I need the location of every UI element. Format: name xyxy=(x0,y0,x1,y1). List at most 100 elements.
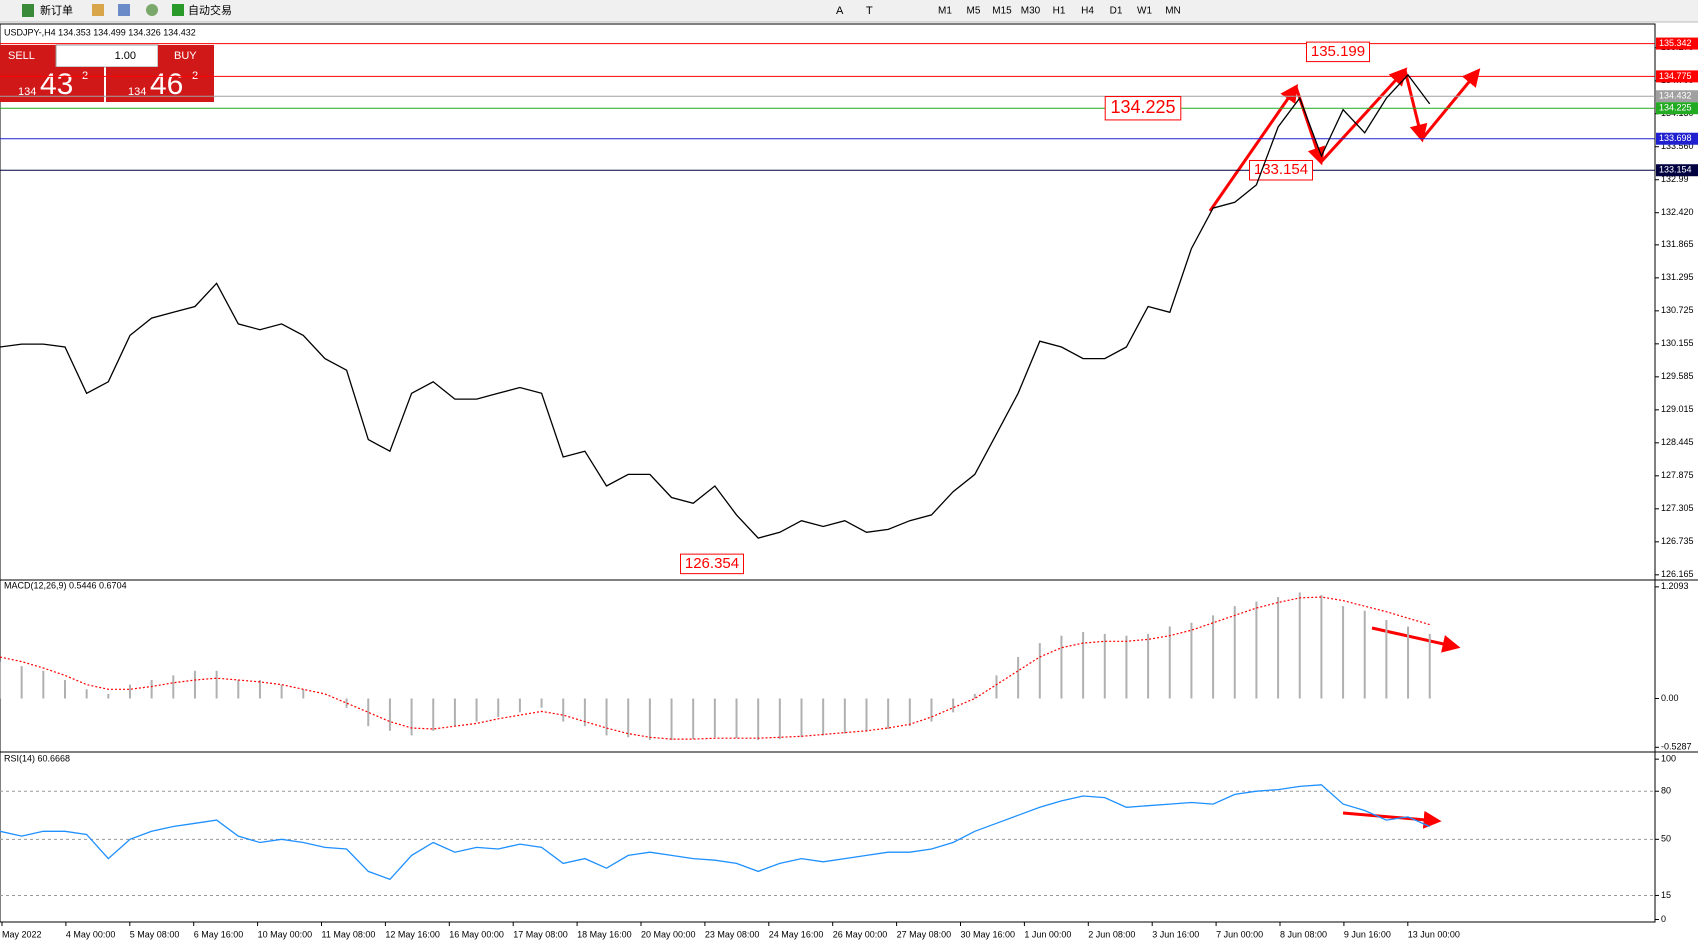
price-level-label: 133.154 xyxy=(1659,165,1692,175)
y-tick-label: 129.015 xyxy=(1661,404,1694,414)
drawn-arrows xyxy=(1208,67,1481,829)
x-tick-label: 9 Jun 16:00 xyxy=(1344,929,1391,939)
y-tick-label: 129.585 xyxy=(1661,371,1694,381)
x-tick-label: May 2022 xyxy=(2,929,42,939)
timeframe-button[interactable]: M15 xyxy=(992,6,1012,17)
y-tick-label: 126.735 xyxy=(1661,536,1694,546)
price-level-tag xyxy=(1656,132,1698,145)
price-level-tag xyxy=(1656,90,1698,103)
x-tick-label: 27 May 08:00 xyxy=(897,929,952,939)
icon[interactable] xyxy=(118,4,130,16)
x-tick-label: 12 May 16:00 xyxy=(385,929,440,939)
annotation: 135.199 xyxy=(1311,43,1365,60)
timeframe-button[interactable]: M5 xyxy=(967,6,981,17)
price-level-tag xyxy=(1656,164,1698,177)
y-tick-label: 133.560 xyxy=(1661,141,1694,151)
timeframe-button[interactable]: D1 xyxy=(1110,6,1123,17)
buy-button[interactable] xyxy=(158,45,214,67)
x-tick-label: 16 May 00:00 xyxy=(449,929,504,939)
sell-button[interactable] xyxy=(0,45,56,67)
x-tick-label: 7 Jun 00:00 xyxy=(1216,929,1263,939)
timeframe-bar: A T M1 M5 M15 M30 H1 H4 D1 W1 MN xyxy=(836,5,1181,17)
icon[interactable] xyxy=(92,4,104,16)
arrow xyxy=(1319,67,1408,164)
auto-trading-button[interactable]: 自动交易 xyxy=(188,3,232,17)
y-tick-label: 126.165 xyxy=(1661,569,1694,579)
lot-value[interactable]: 1.00 xyxy=(115,50,136,62)
annotation-box xyxy=(680,553,744,575)
buy-price-big: 134 xyxy=(128,86,146,98)
price-level-tag xyxy=(1656,37,1698,50)
y-tick-label: 128.445 xyxy=(1661,437,1694,447)
y-tick-label: 50 xyxy=(1661,834,1671,844)
x-tick-label: 10 May 00:00 xyxy=(258,929,313,939)
lot-field[interactable] xyxy=(55,44,159,68)
price-level-tag xyxy=(1656,70,1698,83)
x-tick-label: 6 May 16:00 xyxy=(194,929,244,939)
annotation: 134.225 xyxy=(1110,97,1175,117)
price-level-label: 134.432 xyxy=(1659,91,1692,101)
y-tick-label: 131.865 xyxy=(1661,239,1694,249)
price-line xyxy=(0,73,1431,539)
y-tick-label: 1.2093 xyxy=(1661,581,1689,591)
panel-title: RSI(14) 60.6668 xyxy=(4,753,70,763)
x-tick-label: 13 Jun 00:00 xyxy=(1408,929,1460,939)
sell-price-big: 134 xyxy=(18,86,36,98)
y-tick-label: 127.305 xyxy=(1661,503,1694,513)
y-tick-label: 131.295 xyxy=(1661,272,1694,282)
toolbar xyxy=(0,0,1698,22)
new-order-icon[interactable] xyxy=(22,4,34,17)
x-tick-label: 4 May 00:00 xyxy=(66,929,116,939)
x-tick-label: 5 May 08:00 xyxy=(130,929,180,939)
annotation: 126.354 xyxy=(685,555,739,572)
y-tick-label: 80 xyxy=(1661,786,1671,796)
x-tick-label: 30 May 16:00 xyxy=(961,929,1016,939)
timeframe-button[interactable]: H4 xyxy=(1081,6,1094,17)
y-tick-label: 132.99 xyxy=(1661,174,1689,184)
x-tick-label: 17 May 08:00 xyxy=(513,929,568,939)
price-level-tag xyxy=(1656,102,1698,115)
timeframe-button[interactable]: MN xyxy=(1165,6,1181,17)
annotation-box xyxy=(1306,41,1370,63)
timeframe-button[interactable]: H1 xyxy=(1053,6,1066,17)
x-tick-label: 1 Jun 00:00 xyxy=(1024,929,1071,939)
y-tick-label: 127.875 xyxy=(1661,470,1694,480)
timeframe-button[interactable]: M30 xyxy=(1021,6,1041,17)
auto-trading-icon[interactable] xyxy=(172,4,184,16)
price-level-label: 134.775 xyxy=(1659,71,1692,81)
text-tool[interactable]: A xyxy=(836,5,844,17)
chart-frame xyxy=(0,23,1656,923)
annotation-box xyxy=(1104,96,1182,121)
sell-label[interactable]: SELL xyxy=(8,50,35,62)
buy-label[interactable]: BUY xyxy=(174,50,197,62)
timeframe-button[interactable]: M1 xyxy=(938,6,952,17)
icon[interactable] xyxy=(146,4,158,16)
y-tick-label: 130.155 xyxy=(1661,338,1694,348)
x-tick-label: 2 Jun 08:00 xyxy=(1088,929,1135,939)
y-tick-label: 15 xyxy=(1661,890,1671,900)
x-tick-label: 11 May 08:00 xyxy=(322,929,376,939)
text-tool[interactable]: T xyxy=(866,5,873,17)
arrow xyxy=(1403,69,1428,143)
price-level-label: 135.342 xyxy=(1659,38,1692,48)
y-tick-label: 130.725 xyxy=(1661,305,1694,315)
x-tick-label: 8 Jun 08:00 xyxy=(1280,929,1327,939)
trade-panel: SELL 1.00 BUY 134 43 2 134 46 2 xyxy=(0,44,214,102)
macd-signal xyxy=(0,596,1430,740)
panel-title: MACD(12,26,9) 0.5446 0.6704 xyxy=(4,580,127,590)
y-tick-label: -0.5287 xyxy=(1661,742,1692,752)
annotation: 133.154 xyxy=(1254,161,1308,178)
x-tick-label: 18 May 16:00 xyxy=(577,929,632,939)
x-tick-label: 24 May 16:00 xyxy=(769,929,824,939)
y-tick-label: 100 xyxy=(1661,754,1676,764)
arrow xyxy=(1208,84,1299,212)
price-level-label: 134.225 xyxy=(1659,103,1692,113)
y-tick-label: 132.420 xyxy=(1661,207,1694,217)
panel-title: USDJPY-,H4 134.353 134.499 134.326 134.4… xyxy=(4,27,196,37)
x-tick-label: 20 May 00:00 xyxy=(641,929,696,939)
y-tick-label: 0.00 xyxy=(1661,693,1679,703)
y-tick-label: 0 xyxy=(1661,914,1666,924)
timeframe-button[interactable]: W1 xyxy=(1137,6,1152,17)
new-order-button[interactable]: 新订单 xyxy=(40,3,73,17)
